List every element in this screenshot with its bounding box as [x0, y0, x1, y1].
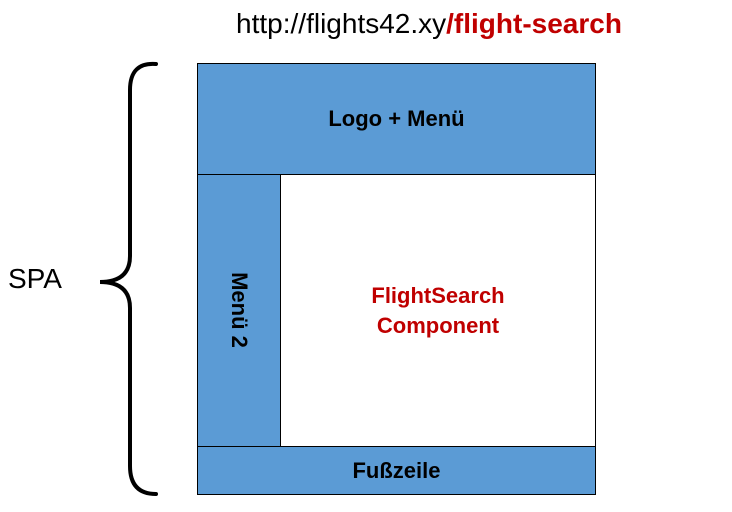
- content-label-line1: FlightSearch: [371, 282, 505, 308]
- header-region: Logo + Menü: [198, 64, 595, 175]
- spa-label: SPA: [8, 263, 62, 294]
- footer-region: Fußzeile: [198, 446, 595, 494]
- spa-layout-frame: Logo + Menü Menü 2 FlightSearch Componen…: [197, 63, 596, 495]
- sidebar-region: Menü 2: [198, 175, 281, 446]
- sidebar-label: Menü 2: [227, 272, 252, 348]
- url-path: /flight-search: [446, 8, 622, 39]
- content-region: FlightSearch Component: [281, 175, 595, 446]
- curly-brace-icon: [99, 61, 158, 496]
- url-text: http://flights42.xy/flight-search: [0, 6, 732, 42]
- footer-label: Fußzeile: [352, 457, 441, 483]
- header-label: Logo + Menü: [328, 106, 465, 131]
- content-label-line2: Component: [376, 312, 500, 338]
- url-base: http://flights42.xy: [236, 8, 447, 39]
